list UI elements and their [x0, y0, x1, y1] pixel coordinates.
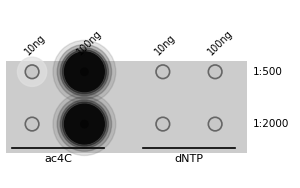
Circle shape: [64, 104, 104, 144]
Text: ac4C: ac4C: [44, 154, 72, 164]
Text: 100ng: 100ng: [206, 28, 234, 57]
Circle shape: [208, 117, 222, 131]
Circle shape: [60, 48, 108, 96]
FancyBboxPatch shape: [6, 61, 247, 153]
Circle shape: [64, 52, 104, 92]
Text: dNTP: dNTP: [175, 154, 203, 164]
Circle shape: [53, 93, 116, 155]
Circle shape: [25, 65, 39, 79]
Text: 1:2000: 1:2000: [253, 119, 289, 129]
Text: 100ng: 100ng: [75, 28, 104, 57]
Circle shape: [25, 117, 39, 131]
Circle shape: [81, 68, 88, 75]
Text: 10ng: 10ng: [22, 33, 47, 57]
Circle shape: [62, 102, 106, 146]
Text: 10ng: 10ng: [153, 33, 178, 57]
Circle shape: [60, 100, 108, 148]
Circle shape: [156, 117, 169, 131]
Circle shape: [62, 50, 106, 94]
Circle shape: [53, 40, 116, 103]
Text: 1:500: 1:500: [253, 67, 283, 77]
Circle shape: [208, 65, 222, 79]
Circle shape: [156, 65, 169, 79]
Circle shape: [57, 97, 112, 151]
Circle shape: [17, 57, 47, 86]
Circle shape: [57, 45, 112, 99]
Circle shape: [81, 120, 88, 128]
